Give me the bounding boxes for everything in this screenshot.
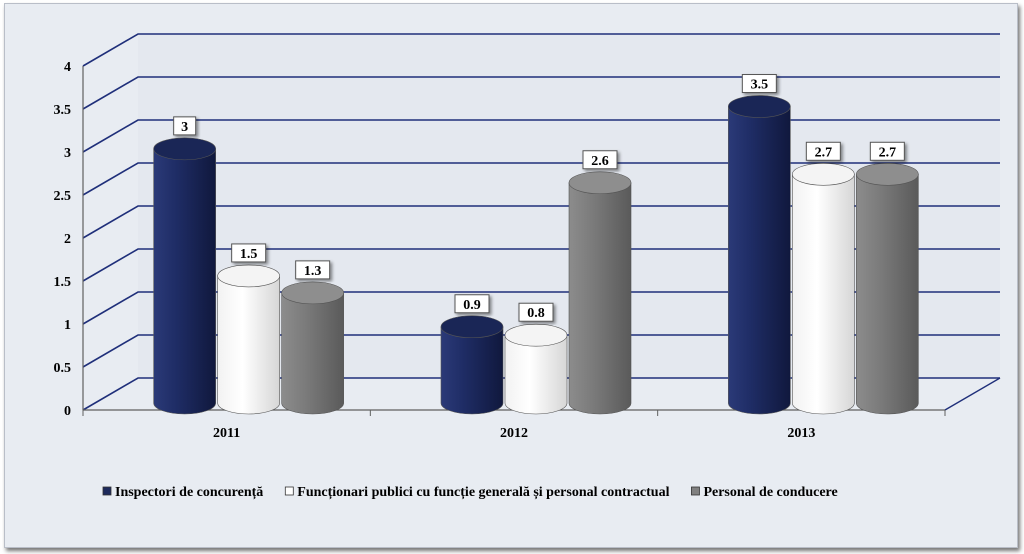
gridline	[82, 119, 1000, 153]
bar-body	[728, 106, 791, 415]
data-label-box	[295, 260, 331, 280]
bar-top	[153, 137, 216, 161]
data-label-text: 0.8	[527, 306, 545, 321]
legend-swatch	[691, 486, 700, 496]
data-label-text: 1.5	[240, 247, 258, 262]
data-labels: 3 1.5 1.3 0.9 0.8 2.6 3.5 2.7 2.7	[173, 74, 905, 322]
bar	[153, 137, 216, 415]
bar	[856, 162, 919, 415]
legend-item: Personal de conducere	[691, 485, 838, 500]
y-tick-label: 4	[64, 60, 71, 75]
bar-top	[728, 95, 791, 118]
x-tick-label: 2011	[213, 426, 240, 441]
data-label-text: 3.5	[751, 78, 769, 93]
bar	[792, 162, 855, 415]
bar	[504, 323, 568, 415]
bar	[728, 95, 791, 415]
x-tick-label: 2013	[787, 426, 815, 441]
data-label-box	[454, 294, 490, 314]
data-label-box	[805, 141, 841, 161]
cylinder-bar-chart: 0 0.5 1 1.5 2 2.5 3 3.5 4 2011 2012 2013 3 1.5 1.3 0.…	[54, 33, 1001, 500]
legend-label: Funcționari publici cu funcție generală …	[297, 485, 669, 500]
gridline	[82, 334, 1000, 368]
bar-body	[856, 173, 919, 415]
bar-top	[504, 323, 568, 347]
data-label: 3	[173, 116, 197, 136]
y-tick-label: 2	[64, 232, 71, 247]
x-tick-label: 2012	[500, 426, 528, 441]
legend-swatch	[102, 486, 112, 496]
bar-body	[568, 182, 632, 415]
data-label-text: 1.3	[304, 264, 322, 279]
legend-label: Inspectori de concurență	[115, 485, 263, 500]
gridline	[82, 248, 1000, 282]
bar	[217, 264, 280, 415]
bar	[568, 171, 632, 415]
data-label-box	[582, 150, 618, 170]
data-label-box	[231, 243, 267, 263]
gridlines	[82, 33, 1001, 411]
data-label: 2.6	[582, 150, 618, 170]
bar-body	[281, 292, 344, 415]
legend-item: Inspectori de concurență	[102, 485, 263, 500]
bar-body	[217, 275, 280, 415]
data-label: 0.9	[454, 294, 490, 314]
data-label: 0.8	[518, 302, 554, 322]
data-label: 1.3	[295, 260, 331, 280]
data-label-text: 2.7	[815, 145, 833, 160]
bar-body	[504, 334, 568, 415]
data-label-box	[518, 302, 554, 322]
gridline	[82, 162, 1000, 196]
data-label: 1.5	[231, 243, 267, 263]
y-tick-label: 1.5	[54, 275, 72, 290]
bar-top	[281, 281, 344, 305]
y-tick-label: 1	[64, 318, 71, 333]
y-tick-label: 3	[64, 146, 71, 161]
y-tick-label: 3.5	[54, 103, 72, 118]
data-label: 3.5	[741, 74, 777, 94]
y-axis: 0 0.5 1 1.5 2 2.5 3 3.5 4	[54, 60, 84, 419]
gridline	[82, 33, 1000, 67]
floor-right-edge	[944, 377, 1001, 411]
y-tick-label: 0	[64, 404, 71, 419]
data-label-text: 2.7	[879, 145, 897, 160]
gridline	[82, 76, 1000, 110]
data-label-box	[741, 74, 777, 94]
legend: Inspectori de concurență Funcționari publ…	[102, 485, 838, 500]
gridline	[82, 377, 1000, 411]
chart-frame: 0 0.5 1 1.5 2 2.5 3 3.5 4 2011 2012 2013 3 1.5 1.3 0.…	[4, 3, 1018, 548]
bar-top	[217, 264, 280, 288]
data-label-text: 2.6	[591, 154, 609, 169]
bar	[440, 315, 504, 415]
data-label-box	[173, 116, 197, 136]
bar-body	[440, 326, 504, 415]
data-label: 2.7	[869, 141, 905, 161]
data-label-text: 3	[181, 120, 188, 135]
bars	[153, 95, 919, 415]
bar	[281, 281, 344, 415]
bar-top	[856, 162, 919, 186]
bar-top	[440, 315, 504, 339]
gridline	[82, 205, 1000, 239]
legend-label: Personal de conducere	[703, 485, 837, 500]
bar-body	[153, 148, 216, 415]
legend-item: Funcționari publici cu funcție generală …	[284, 485, 670, 500]
x-axis: 2011 2012 2013	[82, 409, 946, 441]
gridline	[82, 291, 1000, 325]
data-label: 2.7	[805, 141, 841, 161]
bar-body	[792, 173, 855, 415]
y-tick-label: 0.5	[54, 361, 72, 376]
bar-top	[792, 162, 855, 186]
y-tick-label: 2.5	[54, 189, 72, 204]
bar-top	[568, 171, 632, 195]
data-label-box	[869, 141, 905, 161]
data-label-text: 0.9	[463, 298, 481, 313]
legend-swatch	[284, 486, 294, 496]
